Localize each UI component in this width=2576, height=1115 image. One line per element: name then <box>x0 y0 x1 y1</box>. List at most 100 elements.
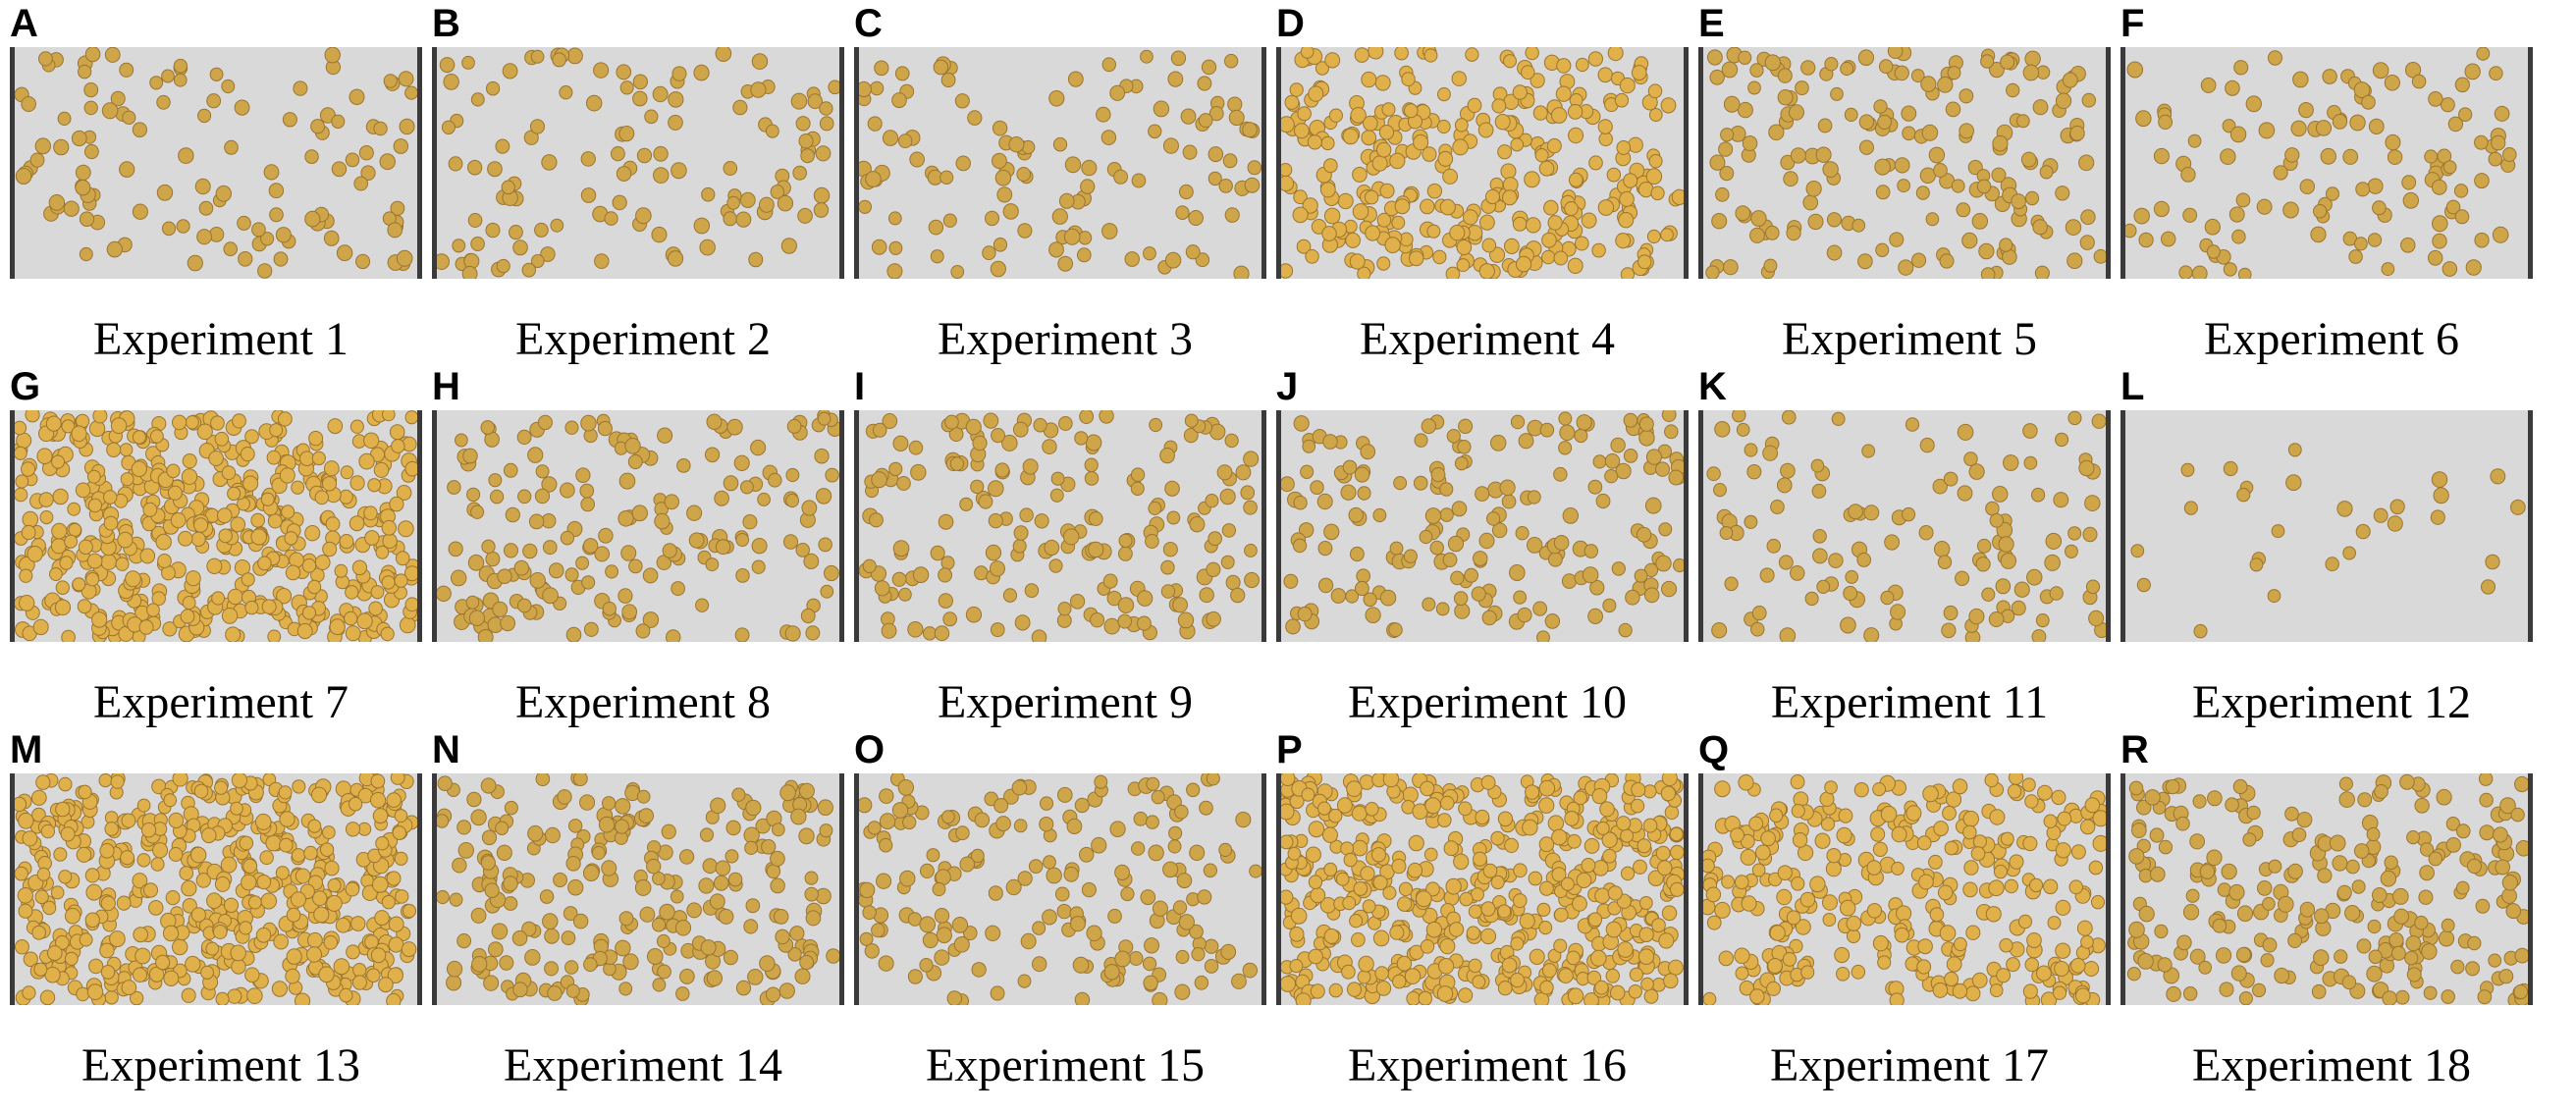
soybean-seed <box>260 892 278 910</box>
soybean-seed <box>759 955 776 973</box>
soybean-seed <box>1968 463 1985 480</box>
soybean-seed <box>859 80 872 98</box>
soybean-seed <box>181 987 196 1003</box>
soybean-seed <box>1189 924 1204 939</box>
soybean-seed <box>441 120 456 135</box>
soybean-seed <box>63 200 80 217</box>
soybean-seed <box>2029 877 2044 893</box>
soybean-seed <box>2126 61 2144 79</box>
soybean-seed <box>1942 805 1957 822</box>
soybean-seed <box>1120 886 1135 902</box>
soybean-seed <box>1206 611 1221 627</box>
soybean-seed <box>1856 552 1872 567</box>
soybean-seed <box>1555 85 1572 102</box>
soybean-seed <box>521 921 537 937</box>
soybean-seed <box>448 541 463 558</box>
soybean-seed <box>548 562 564 579</box>
soybean-seed <box>1655 845 1671 862</box>
soybean-seed <box>735 568 750 583</box>
soybean-seed <box>1063 866 1079 882</box>
soybean-seed <box>276 588 293 605</box>
soybean-seed <box>902 815 917 830</box>
soybean-seed <box>1342 459 1358 475</box>
soybean-seed <box>148 900 164 916</box>
soybean-seed <box>932 881 946 897</box>
soybean-seed <box>1951 179 1965 193</box>
soybean-seed <box>503 543 518 558</box>
soybean-seed <box>1532 601 1548 616</box>
soybean-seed <box>988 512 1003 529</box>
soybean-seed <box>1714 780 1731 798</box>
soybean-seed <box>1607 901 1622 916</box>
soybean-seed <box>2273 165 2288 181</box>
soybean-seed <box>1822 913 1837 927</box>
soybean-seed <box>1290 907 1308 925</box>
soybean-seed <box>173 58 188 74</box>
seed-image <box>1281 773 1684 1005</box>
soybean-seed <box>2320 147 2336 165</box>
soybean-seed <box>324 47 341 64</box>
soybean-seed <box>152 842 169 859</box>
soybean-seed <box>481 539 496 555</box>
soybean-seed <box>339 489 353 504</box>
soybean-seed <box>1136 615 1152 631</box>
soybean-seed <box>1475 809 1490 825</box>
soybean-seed <box>224 139 239 155</box>
soybean-seed <box>2414 915 2429 930</box>
soybean-seed <box>994 462 1010 478</box>
soybean-seed <box>2236 905 2254 922</box>
soybean-seed <box>1521 65 1535 80</box>
soybean-seed <box>803 553 820 569</box>
soybean-seed <box>168 847 184 862</box>
soybean-seed <box>1352 839 1368 857</box>
soybean-seed <box>2024 957 2039 973</box>
soybean-seed <box>1664 424 1679 440</box>
soybean-seed <box>374 910 390 927</box>
soybean-seed <box>1323 158 1338 174</box>
soybean-seed <box>2474 173 2490 189</box>
soybean-seed <box>395 551 410 566</box>
soybean-seed <box>1162 137 1179 154</box>
panel-caption: Experiment 18 <box>2192 1039 2471 1091</box>
soybean-seed <box>1705 886 1722 903</box>
soybean-seed <box>950 265 965 279</box>
soybean-seed <box>1005 878 1022 896</box>
soybean-seed <box>1389 541 1404 556</box>
soybean-seed <box>1638 416 1654 432</box>
soybean-seed <box>237 215 251 231</box>
soybean-seed <box>962 926 978 941</box>
soybean-seed <box>1439 198 1456 216</box>
soybean-seed <box>15 474 29 489</box>
soybean-seed <box>172 773 188 787</box>
soybean-seed <box>686 504 703 521</box>
soybean-seed <box>1582 566 1599 584</box>
soybean-seed <box>1525 217 1541 234</box>
soybean-seed <box>1769 808 1784 823</box>
soybean-seed <box>2355 182 2371 197</box>
soybean-seed <box>699 239 716 256</box>
soybean-seed <box>1284 94 1300 110</box>
soybean-seed <box>48 194 66 211</box>
soybean-seed <box>1916 835 1932 851</box>
soybean-seed <box>1481 610 1497 626</box>
soybean-seed <box>1964 985 1981 1002</box>
soybean-seed <box>39 510 54 525</box>
soybean-seed <box>1032 956 1047 973</box>
soybean-seed <box>1719 166 1735 182</box>
soybean-seed <box>1872 934 1889 952</box>
soybean-seed <box>1293 415 1310 432</box>
soybean-seed <box>1605 921 1623 938</box>
soybean-seed <box>1746 464 1762 480</box>
soybean-seed <box>1289 959 1304 974</box>
soybean-seed <box>1553 466 1568 482</box>
soybean-seed <box>1180 108 1197 125</box>
panel-caption: Experiment 9 <box>938 676 1193 728</box>
soybean-seed <box>1042 439 1057 454</box>
soybean-seed <box>1658 522 1673 537</box>
soybean-seed <box>437 775 453 791</box>
soybean-seed <box>1645 449 1662 465</box>
soybean-seed <box>2154 924 2169 939</box>
soybean-seed <box>1767 958 1783 974</box>
soybean-seed <box>1814 832 1831 849</box>
soybean-seed <box>1515 255 1532 273</box>
